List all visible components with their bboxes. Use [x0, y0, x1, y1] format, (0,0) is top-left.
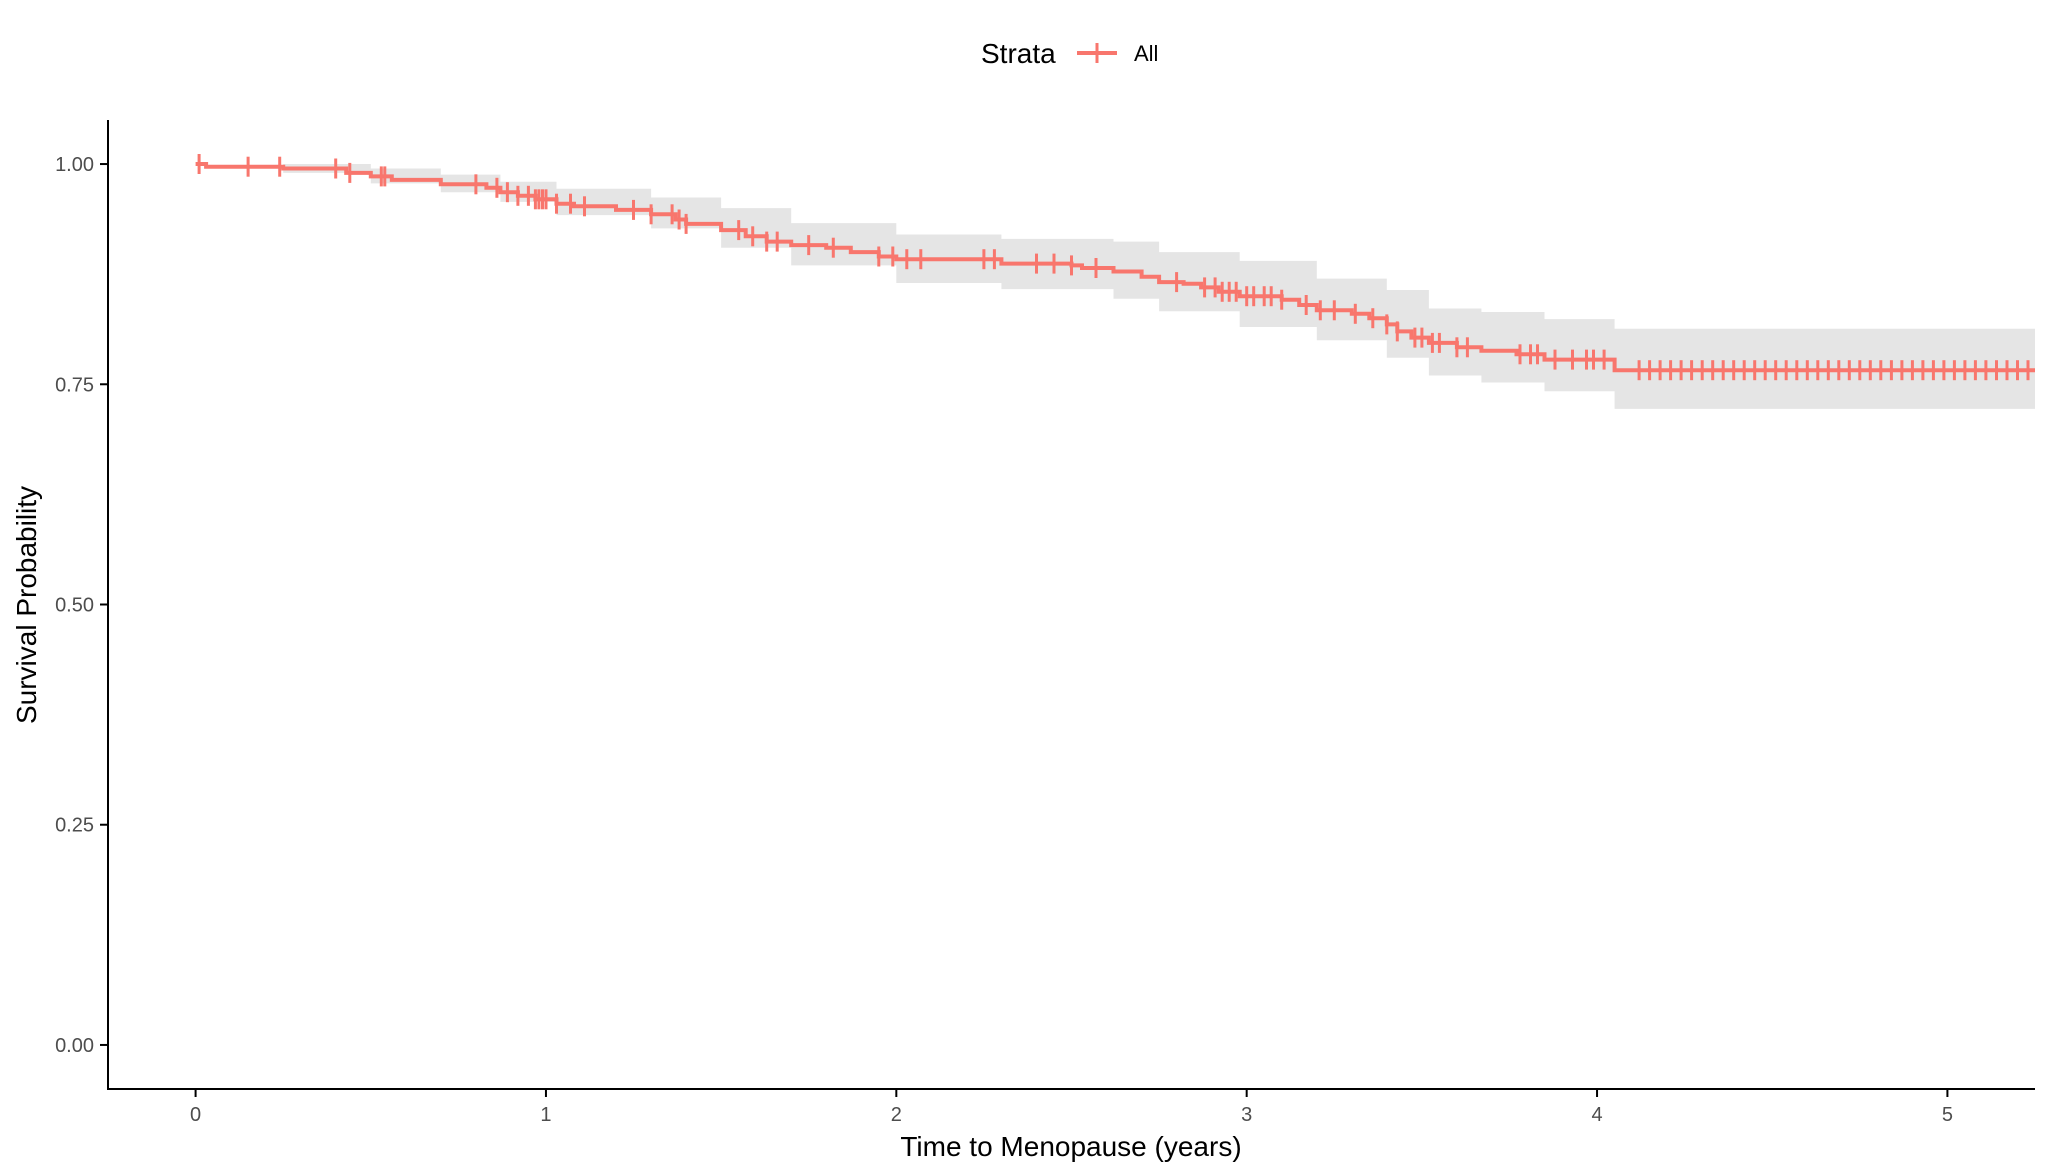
y-axis-title: Survival Probability: [11, 486, 42, 724]
x-tick-label: 4: [1591, 1104, 1602, 1126]
axes: 0 1 2 3 4 5 0.00 0.25 0.50 0.75 1.00 Time to Meno…: [11, 120, 2035, 1162]
y-tick-label: 0.50: [55, 595, 94, 617]
confidence-band: [195, 164, 2036, 409]
x-tick-label: 0: [190, 1104, 201, 1126]
x-ticks: 0 1 2 3 4 5: [190, 1089, 1953, 1126]
x-tick-label: 3: [1241, 1104, 1252, 1126]
y-ticks: 0.00 0.25 0.50 0.75 1.00: [55, 154, 108, 1057]
y-tick-label: 0.75: [55, 374, 94, 396]
legend-label-all: All: [1134, 41, 1158, 66]
legend: Strata All: [981, 38, 1158, 69]
x-axis-title: Time to Menopause (years): [900, 1131, 1241, 1162]
legend-title: Strata: [981, 38, 1056, 69]
y-tick-label: 1.00: [55, 154, 94, 176]
y-tick-label: 0.00: [55, 1035, 94, 1057]
censor-marks: [197, 154, 2030, 381]
y-tick-label: 0.25: [55, 815, 94, 837]
plot-area: [195, 154, 2036, 409]
survival-curve-all: [195, 162, 2035, 373]
x-tick-label: 1: [540, 1104, 551, 1126]
x-tick-label: 2: [891, 1104, 902, 1126]
x-tick-label: 5: [1942, 1104, 1953, 1126]
